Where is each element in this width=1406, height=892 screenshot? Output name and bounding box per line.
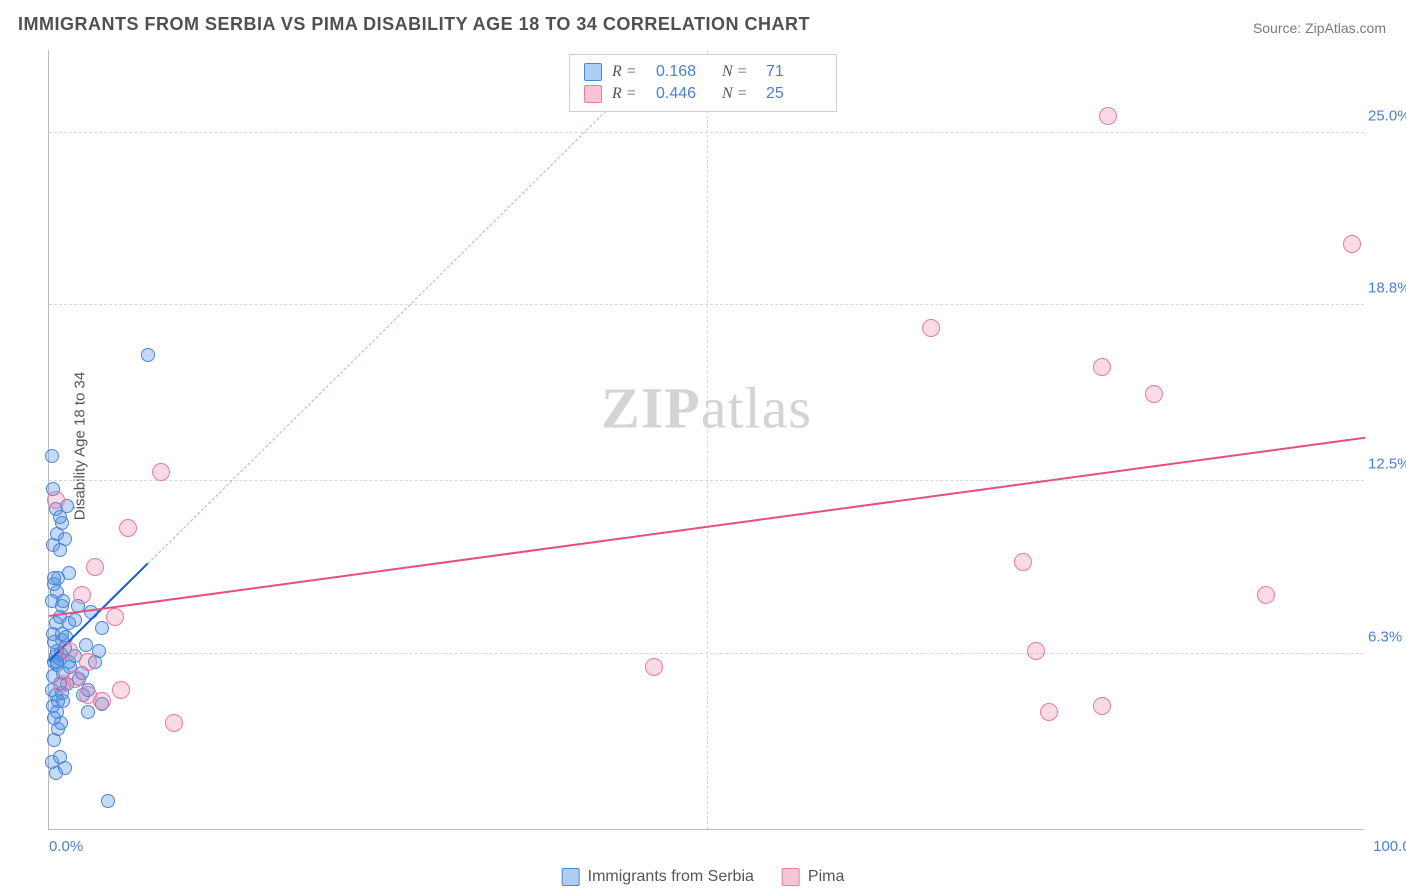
legend-series-label: Immigrants from Serbia (588, 868, 754, 885)
legend-r-value: 0.168 (656, 63, 712, 81)
data-point (79, 638, 93, 652)
data-point (68, 613, 82, 627)
data-point (1099, 107, 1117, 125)
legend-swatch-icon (584, 63, 602, 81)
legend-r-value: 0.446 (656, 85, 712, 103)
data-point (152, 463, 170, 481)
data-point (101, 794, 115, 808)
data-point (79, 686, 97, 704)
data-point (53, 543, 67, 557)
legend-n-label: N = (722, 63, 756, 81)
data-point (1257, 586, 1275, 604)
data-point (1014, 553, 1032, 571)
legend-series-label: Pima (808, 868, 844, 885)
data-point (119, 519, 137, 537)
data-point (53, 675, 71, 693)
legend-item: Immigrants from Serbia (562, 868, 754, 886)
data-point (47, 491, 65, 509)
y-tick-label: 18.8% (1368, 280, 1406, 297)
x-tick-label: 0.0% (49, 838, 83, 855)
data-point (47, 733, 61, 747)
data-point (45, 594, 59, 608)
data-point (79, 653, 97, 671)
trendline (147, 90, 627, 564)
data-point (1040, 703, 1058, 721)
data-point (95, 621, 109, 635)
data-point (58, 761, 72, 775)
data-point (1093, 697, 1111, 715)
source-attribution: Source: ZipAtlas.com (1253, 20, 1386, 36)
data-point (62, 566, 76, 580)
data-point (165, 714, 183, 732)
series-legend: Immigrants from Serbia Pima (562, 868, 845, 886)
source-value: ZipAtlas.com (1305, 20, 1386, 36)
data-point (1093, 358, 1111, 376)
y-tick-label: 6.3% (1368, 628, 1406, 645)
legend-item: Pima (782, 868, 844, 886)
legend-r-label: R = (612, 85, 646, 103)
data-point (112, 681, 130, 699)
y-tick-label: 12.5% (1368, 455, 1406, 472)
data-point (141, 348, 155, 362)
data-point (1145, 385, 1163, 403)
x-tick-label: 100.0% (1373, 838, 1406, 855)
legend-r-label: R = (612, 63, 646, 81)
data-point (81, 705, 95, 719)
data-point (47, 571, 61, 585)
legend-n-label: N = (722, 85, 756, 103)
data-point (47, 711, 61, 725)
scatter-plot-area: ZIPatlas 6.3%12.5%18.8%25.0%0.0%100.0% (48, 50, 1364, 830)
legend-n-value: 25 (766, 85, 822, 103)
data-point (86, 558, 104, 576)
y-tick-label: 25.0% (1368, 107, 1406, 124)
legend-n-value: 71 (766, 63, 822, 81)
data-point (55, 627, 69, 641)
legend-swatch-icon (584, 85, 602, 103)
data-point (106, 608, 124, 626)
source-label: Source: (1253, 20, 1305, 36)
correlation-legend: R = 0.168 N = 71 R = 0.446 N = 25 (569, 54, 837, 112)
data-point (60, 642, 78, 660)
legend-row: R = 0.168 N = 71 (584, 61, 822, 83)
chart-title: IMMIGRANTS FROM SERBIA VS PIMA DISABILIT… (18, 14, 810, 35)
data-point (922, 319, 940, 337)
legend-swatch-icon (562, 868, 580, 886)
data-point (1027, 642, 1045, 660)
legend-row: R = 0.446 N = 25 (584, 83, 822, 105)
data-point (73, 586, 91, 604)
data-point (645, 658, 663, 676)
legend-swatch-icon (782, 868, 800, 886)
data-point (1343, 235, 1361, 253)
data-point (45, 449, 59, 463)
gridline-v (707, 50, 708, 829)
